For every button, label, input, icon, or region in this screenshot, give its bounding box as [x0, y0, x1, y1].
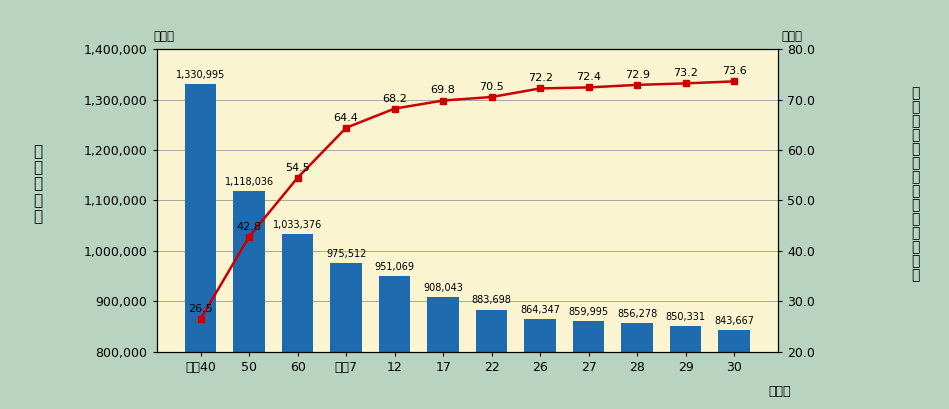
- Text: （％）: （％）: [781, 30, 802, 43]
- Text: 883,698: 883,698: [472, 295, 512, 306]
- Text: 843,667: 843,667: [715, 316, 754, 326]
- Text: 1,033,376: 1,033,376: [273, 220, 323, 230]
- Text: 72.9: 72.9: [624, 70, 650, 80]
- Bar: [670, 326, 701, 409]
- Text: 859,995: 859,995: [568, 308, 608, 317]
- Text: 54.5: 54.5: [286, 163, 310, 173]
- Text: 72.4: 72.4: [576, 72, 601, 82]
- Text: 70.5: 70.5: [479, 82, 504, 92]
- Bar: [573, 321, 605, 409]
- Text: 42.8: 42.8: [236, 222, 262, 231]
- Text: 26.5: 26.5: [188, 304, 213, 314]
- Text: 被
雇
用
者
で
あ
る
消
防
団
員
の
割
合: 被 雇 用 者 で あ る 消 防 団 員 の 割 合: [912, 86, 920, 282]
- Text: 975,512: 975,512: [326, 249, 366, 259]
- Text: （人）: （人）: [154, 30, 175, 43]
- Bar: [718, 330, 750, 409]
- Text: 68.2: 68.2: [382, 94, 407, 103]
- Text: 850,331: 850,331: [665, 312, 706, 322]
- Bar: [525, 319, 556, 409]
- Text: （年）: （年）: [768, 385, 791, 398]
- Text: 72.2: 72.2: [528, 73, 552, 83]
- Bar: [379, 276, 410, 409]
- Text: 908,043: 908,043: [423, 283, 463, 293]
- Text: 856,278: 856,278: [617, 309, 658, 319]
- Text: 1,118,036: 1,118,036: [225, 177, 273, 187]
- Bar: [233, 191, 265, 409]
- Text: 64.4: 64.4: [334, 113, 359, 123]
- Bar: [475, 310, 508, 409]
- Text: 73.2: 73.2: [673, 68, 698, 79]
- Text: 69.8: 69.8: [431, 85, 456, 95]
- Text: 864,347: 864,347: [520, 305, 560, 315]
- Text: 1,330,995: 1,330,995: [176, 70, 225, 80]
- Text: 73.6: 73.6: [722, 66, 747, 76]
- Bar: [185, 84, 216, 409]
- Bar: [622, 324, 653, 409]
- Bar: [282, 234, 313, 409]
- Bar: [427, 297, 459, 409]
- Bar: [330, 263, 362, 409]
- Text: 消
防
団
員
数: 消 防 団 員 数: [33, 144, 43, 224]
- Text: 951,069: 951,069: [375, 261, 415, 272]
